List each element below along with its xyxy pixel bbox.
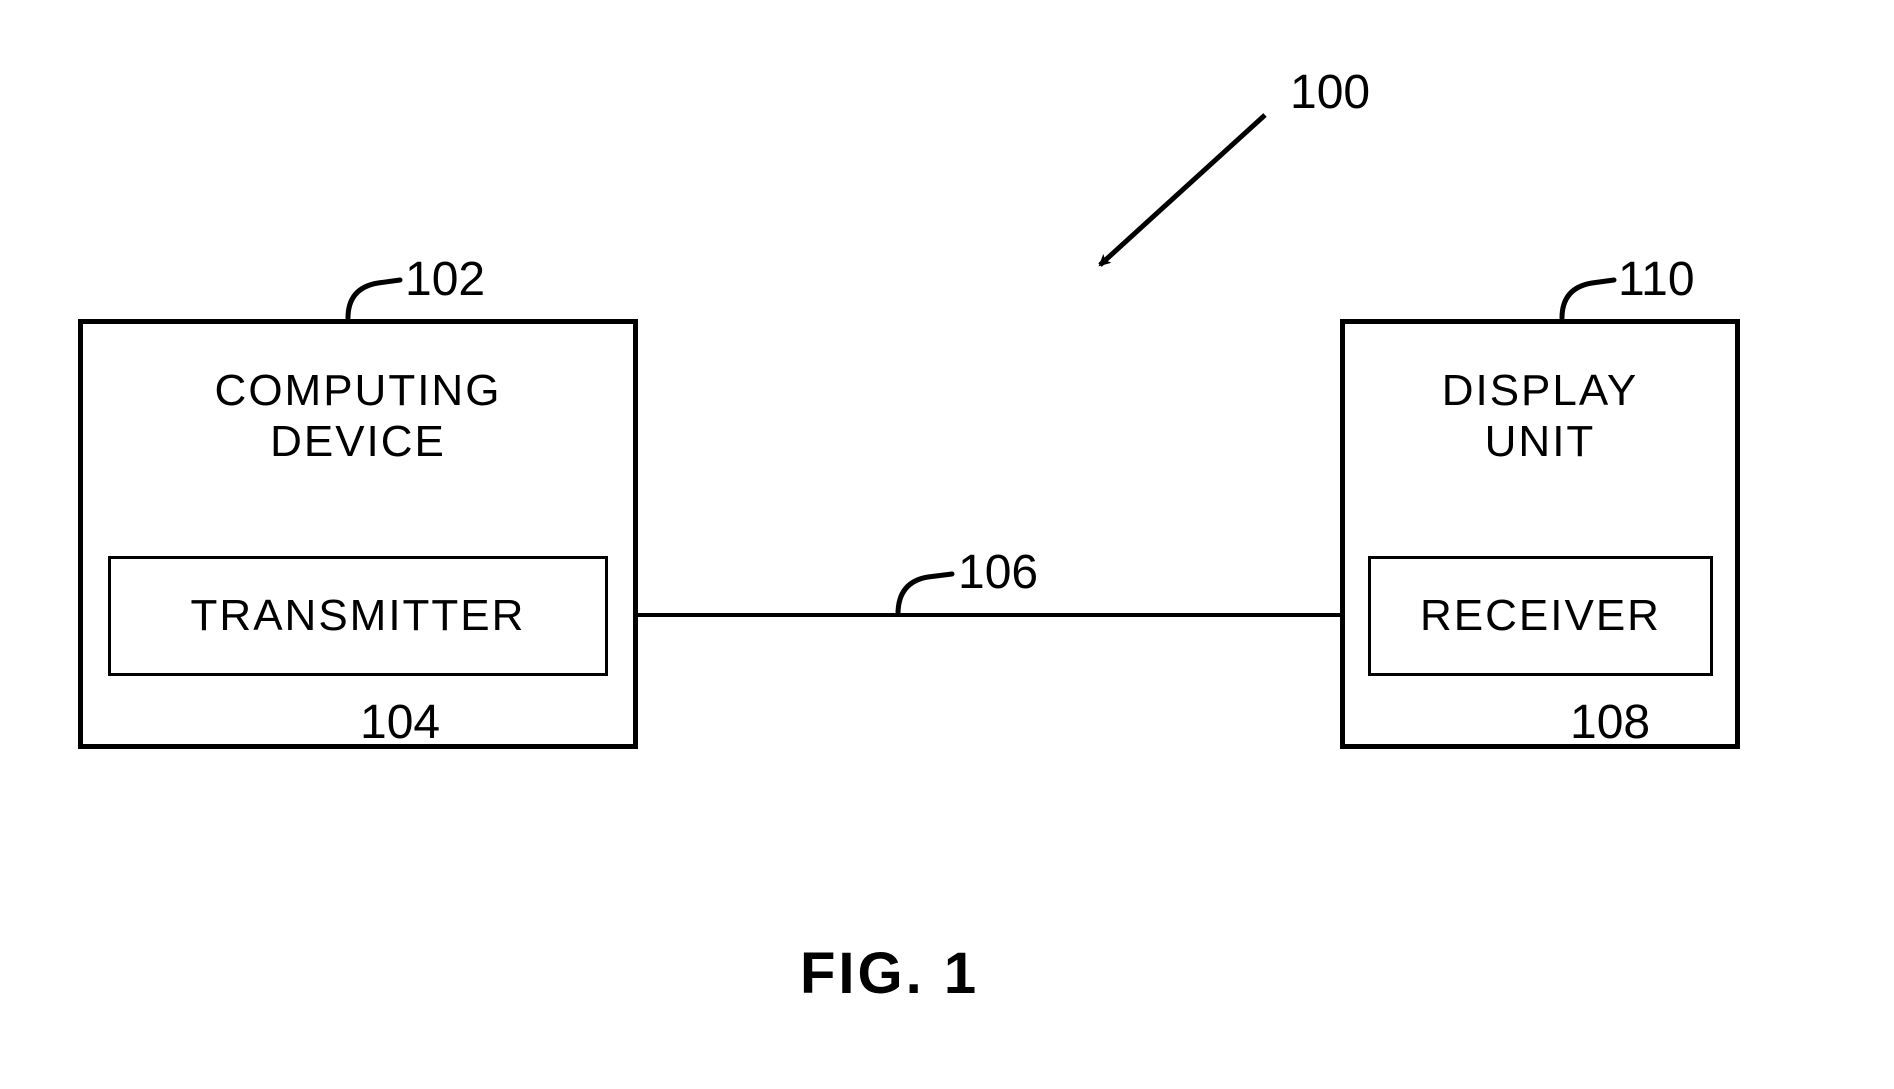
arrow-100 [1100,115,1265,265]
ref-110: 110 [1618,252,1695,307]
receiver-label: RECEIVER [1420,591,1661,642]
ref-102: 102 [405,252,485,307]
receiver-box: RECEIVER [1368,556,1713,676]
ref-108: 108 [1570,695,1650,750]
figure-title: FIG. 1 [800,940,979,1007]
lead-110 [1562,280,1614,318]
computing-device-box: COMPUTING DEVICE [78,319,638,749]
computing-device-label: COMPUTING DEVICE [215,366,502,467]
lead-102 [348,280,400,318]
ref-104: 104 [360,695,440,750]
display-unit-label: DISPLAY UNIT [1442,366,1639,467]
ref-100: 100 [1290,65,1370,120]
patent-figure-1: COMPUTING DEVICE TRANSMITTER DISPLAY UNI… [0,0,1894,1089]
transmitter-label: TRANSMITTER [191,591,526,642]
lead-106 [898,574,952,614]
ref-106: 106 [958,545,1038,600]
transmitter-box: TRANSMITTER [108,556,608,676]
display-unit-box: DISPLAY UNIT [1340,319,1740,749]
